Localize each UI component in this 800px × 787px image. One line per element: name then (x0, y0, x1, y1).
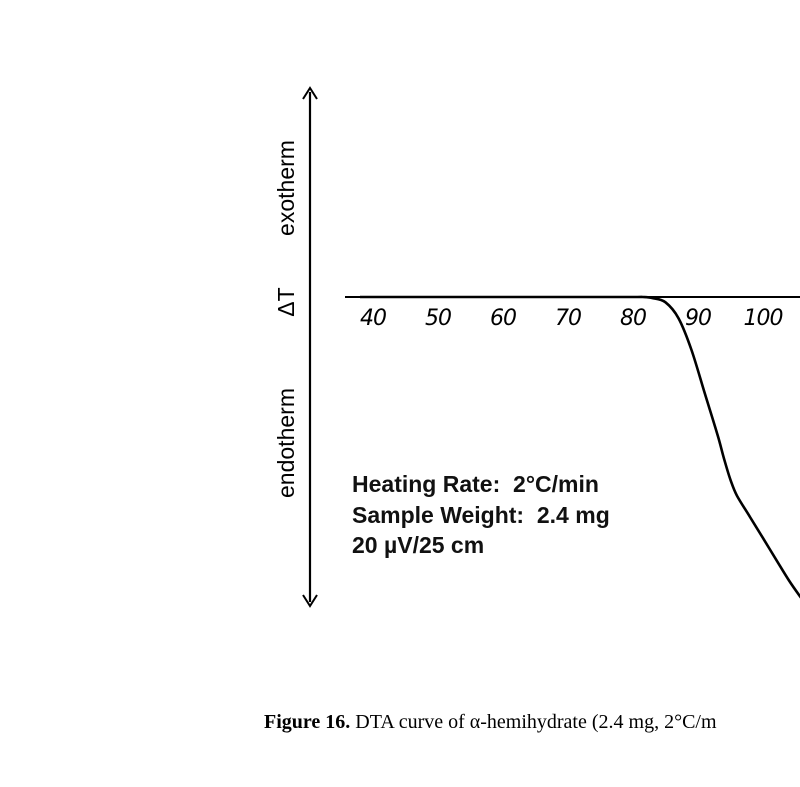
figure-caption: Figure 16. DTA curve of α-hemihydrate (2… (264, 711, 717, 734)
y-axis-arrow (302, 86, 318, 608)
x-tick-label-60: 60 (490, 306, 516, 331)
x-tick-label-80: 80 (620, 306, 646, 331)
caption-label: Figure 16. (264, 711, 351, 733)
x-tick-labels: 40 50 60 70 80 90 100 (360, 306, 784, 331)
annotation-heating-rate: Heating Rate: 2°C/min (352, 471, 599, 497)
annotation-sample-weight: Sample Weight: 2.4 mg (352, 502, 610, 528)
caption-text: DTA curve of α-hemihydrate (2.4 mg, 2°C/… (350, 711, 717, 733)
y-label-exotherm: exotherm (273, 140, 299, 236)
y-label-endotherm: endotherm (273, 388, 299, 498)
annotation-sensitivity: 20 µV/25 cm (352, 532, 484, 558)
x-tick-label-70: 70 (555, 306, 581, 331)
x-tick-label-50: 50 (425, 306, 451, 331)
x-tick-label-40: 40 (360, 306, 386, 331)
y-label-delta-t: ΔT (273, 287, 299, 316)
dta-curve-layer (360, 295, 800, 599)
x-tick-label-90: 90 (685, 306, 711, 331)
dta-curve-line-0 (360, 295, 800, 599)
annotation-block: Heating Rate: 2°C/min Sample Weight: 2.4… (352, 471, 610, 558)
x-tick-label-100: 100 (744, 306, 783, 331)
